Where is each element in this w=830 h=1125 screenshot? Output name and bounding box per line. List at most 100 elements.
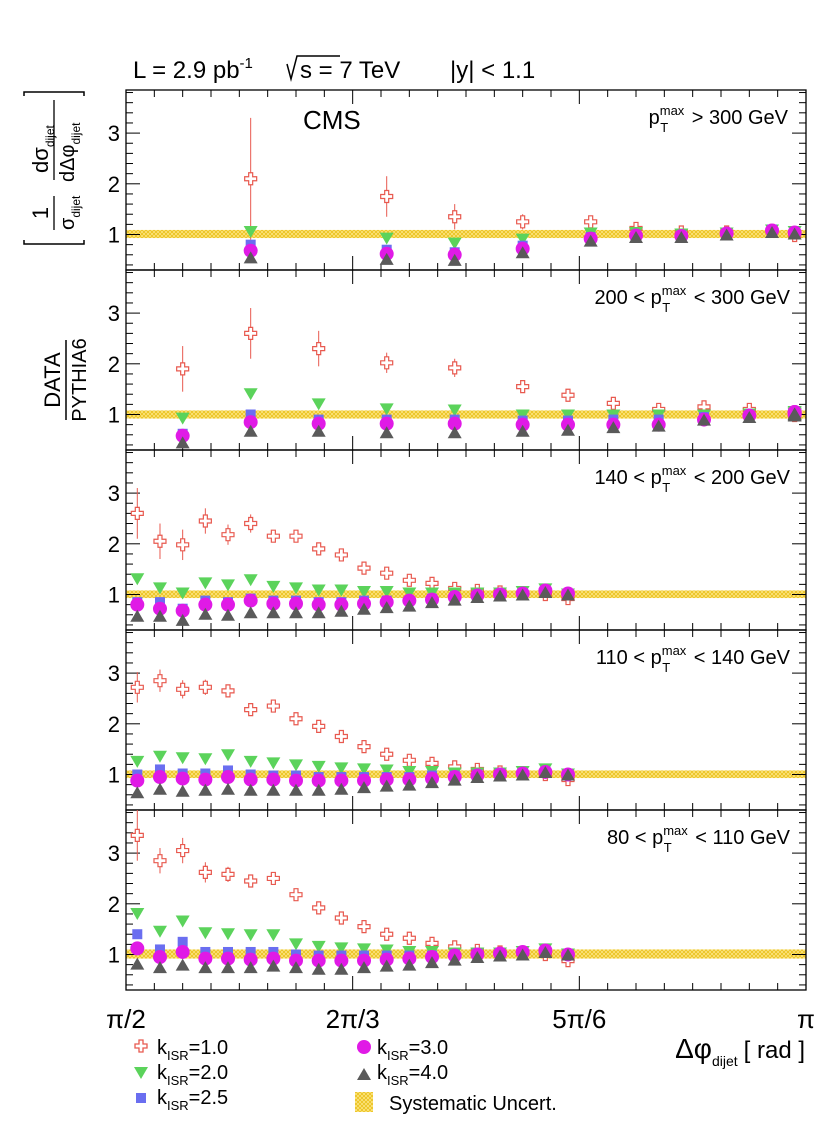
- point-k4: [515, 948, 530, 961]
- syst-band: [126, 770, 806, 779]
- point-k4: [311, 962, 326, 975]
- point-k4: [515, 424, 530, 437]
- point-k2: [311, 584, 326, 597]
- point-k3: [266, 951, 281, 966]
- point-k4: [175, 784, 190, 797]
- point-k4: [470, 591, 485, 604]
- point-k1: [244, 703, 258, 717]
- point-k4: [629, 231, 643, 244]
- point-k3: [198, 951, 213, 966]
- point-k1: [584, 215, 598, 229]
- y-tick-label: 3: [108, 481, 120, 506]
- point-k3: [447, 416, 462, 431]
- x-tick-label: 2π/3: [326, 1004, 380, 1034]
- point-k2: [334, 942, 349, 955]
- point-k4: [357, 961, 372, 974]
- point-k25: [245, 946, 256, 957]
- y-tick-label: 2: [108, 712, 120, 737]
- svg-text:kISR=2.5: kISR=2.5: [157, 1087, 228, 1113]
- point-k2: [357, 943, 372, 956]
- point-k4: [606, 421, 621, 434]
- point-k1: [697, 400, 711, 414]
- point-k4: [447, 426, 462, 439]
- point-k4: [379, 779, 394, 792]
- point-k1: [266, 529, 280, 543]
- lumi-label: L = 2.9 pb-1: [133, 55, 253, 84]
- point-k4: [289, 783, 303, 796]
- point-k3: [130, 941, 145, 956]
- point-k1: [130, 680, 144, 694]
- point-k1: [244, 874, 258, 888]
- point-k1: [266, 699, 280, 713]
- y-tick-label: 2: [108, 172, 120, 197]
- point-k4: [152, 609, 167, 622]
- point-k3: [198, 772, 213, 787]
- legend-item-syst: Systematic Uncert.: [355, 1092, 557, 1115]
- syst-band: [126, 949, 806, 959]
- point-k4: [493, 949, 508, 962]
- point-k4: [334, 604, 349, 617]
- point-k2: [266, 757, 281, 770]
- sqrt-sign: [286, 55, 340, 82]
- point-k3: [334, 773, 349, 788]
- point-k4: [538, 585, 553, 598]
- point-k3: [198, 597, 213, 612]
- point-k4: [447, 253, 462, 266]
- legend-item-k1: kISR=1.0: [134, 1037, 228, 1063]
- syst-band: [126, 229, 806, 239]
- point-k2: [243, 225, 258, 238]
- x-axis-title: Δφdijet[ rad ]: [675, 1033, 805, 1069]
- point-k1: [176, 843, 190, 858]
- point-k3: [152, 770, 167, 785]
- point-k4: [198, 783, 213, 796]
- point-k2: [130, 755, 145, 768]
- point-k2: [379, 232, 394, 245]
- point-k4: [334, 782, 349, 795]
- y-tick-label: 1: [108, 943, 120, 968]
- point-k2: [402, 587, 417, 600]
- point-k3: [243, 772, 258, 787]
- point-k1: [221, 684, 235, 698]
- point-k4: [175, 613, 190, 626]
- panels: 1 2 3 1 2 3 1 2 3 1 2 3 1 2 3 π/2 2π/3 5π/6 π: [106, 89, 815, 1034]
- point-k4: [311, 424, 326, 437]
- legend-item-k3: kISR=3.0: [357, 1037, 448, 1063]
- point-k2: [402, 765, 417, 778]
- point-k1: [312, 901, 326, 915]
- point-k1: [130, 828, 144, 842]
- point-k2: [198, 927, 213, 940]
- point-k2: [379, 944, 394, 957]
- point-k2: [515, 233, 530, 246]
- point-k3: [289, 773, 303, 788]
- point-k3: [334, 597, 349, 612]
- point-k1: [402, 931, 416, 945]
- legend-item-k4: kISR=4.0: [357, 1062, 448, 1088]
- point-k3: [175, 603, 190, 618]
- point-k4: [470, 951, 485, 964]
- point-k3: [311, 953, 326, 968]
- point-k1: [244, 172, 258, 186]
- y-tick-label: 1: [108, 583, 120, 608]
- y-title-denominator: PYTHIA6: [69, 338, 91, 421]
- point-k4: [130, 786, 145, 799]
- y-tick-label: 1: [108, 223, 120, 248]
- legend-item-k25: kISR=2.5: [136, 1087, 228, 1113]
- point-k2: [447, 404, 462, 417]
- point-k4: [583, 234, 598, 247]
- panel-2: 1 2 3: [108, 449, 807, 631]
- point-k4: [493, 769, 508, 782]
- point-k4: [515, 246, 530, 259]
- y-title-numerator: DATA: [40, 352, 65, 408]
- point-k2: [130, 907, 145, 920]
- point-k4: [266, 783, 281, 796]
- point-k4: [425, 776, 440, 789]
- point-k4: [515, 588, 530, 601]
- point-k2: [220, 579, 235, 592]
- point-k2: [379, 403, 394, 416]
- point-k1: [448, 361, 462, 375]
- point-k2: [220, 749, 235, 762]
- point-k25: [154, 944, 165, 955]
- panel-1-label: 200 < pmax T < 300 GeV: [594, 283, 790, 315]
- point-k4: [379, 252, 394, 265]
- y-tick-label: 3: [108, 121, 120, 146]
